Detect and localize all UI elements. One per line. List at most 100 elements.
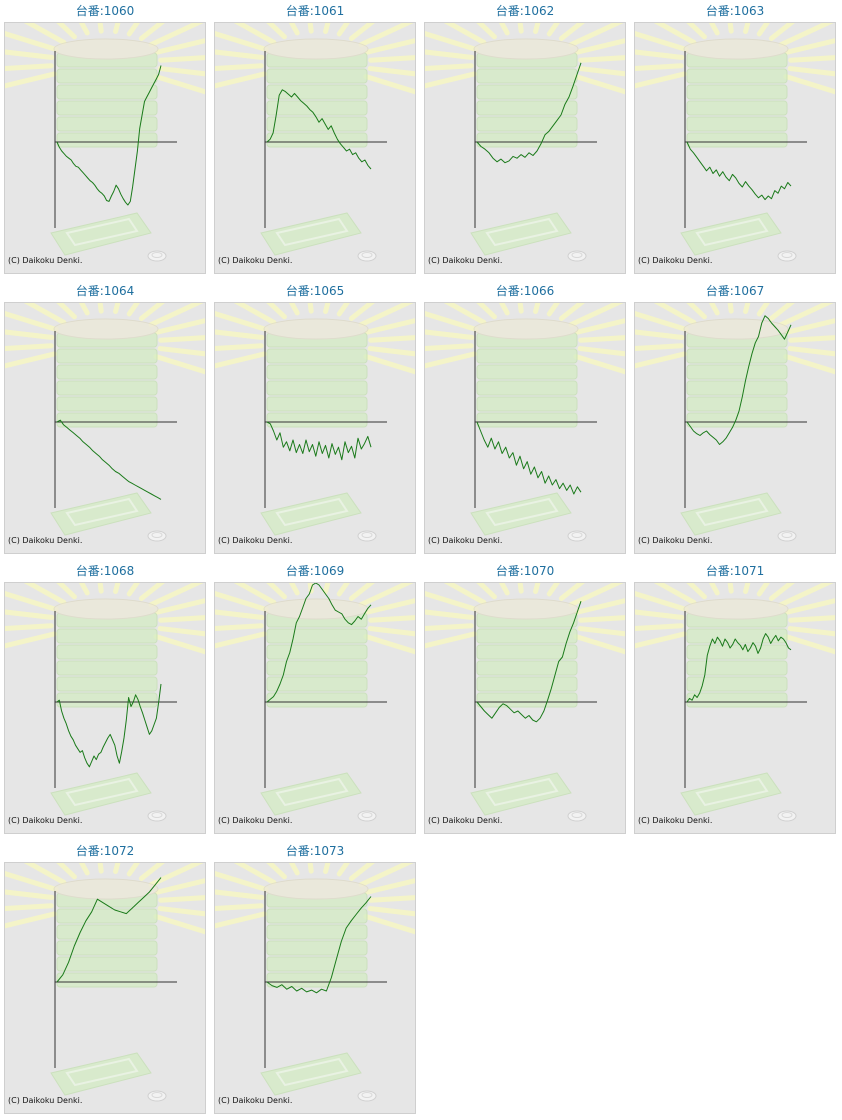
copyright-text: (C) Daikoku Denki.: [428, 536, 503, 545]
graph-panel: (C) Daikoku Denki.: [4, 582, 206, 834]
series-line: [266, 89, 372, 170]
graph-panel: (C) Daikoku Denki.: [634, 22, 836, 274]
machine-graph-cell: 台番:1064 (C) Daikoku Denki.: [0, 280, 210, 560]
bonus-tray-illustration: [680, 212, 782, 256]
graph-panel: (C) Daikoku Denki.: [4, 862, 206, 1114]
series-line: [476, 62, 582, 164]
payout-graph: [215, 303, 415, 542]
copyright-text: (C) Daikoku Denki.: [428, 816, 503, 825]
stacked-trays-illustration: [473, 318, 579, 428]
stacked-trays-illustration: [53, 38, 159, 148]
sunburst-rays: [215, 23, 415, 95]
coin-icon: [567, 810, 587, 822]
stacked-trays-illustration: [263, 598, 369, 708]
graph-panel: (C) Daikoku Denki.: [4, 22, 206, 274]
copyright-text: (C) Daikoku Denki.: [8, 536, 83, 545]
machine-graph-cell: 台番:1071 (C) Daikoku Denki.: [630, 560, 840, 840]
payout-graph: [215, 863, 415, 1102]
copyright-text: (C) Daikoku Denki.: [8, 816, 83, 825]
graph-panel: (C) Daikoku Denki.: [214, 582, 416, 834]
bonus-tray-illustration: [50, 212, 152, 256]
machine-number-title: 台番:1073: [285, 844, 345, 858]
bonus-tray-illustration: [680, 772, 782, 816]
machine-number-title: 台番:1069: [285, 564, 345, 578]
payout-graph: [425, 583, 625, 822]
coin-icon: [147, 810, 167, 822]
coin-icon: [357, 1090, 377, 1102]
coin-icon: [567, 530, 587, 542]
machine-graph-cell: 台番:1063 (C) Daikoku Denki.: [630, 0, 840, 280]
machine-number-title: 台番:1064: [75, 284, 135, 298]
payout-graph: [635, 583, 835, 822]
machine-graph-cell: 台番:1070 (C) Daikoku Denki.: [420, 560, 630, 840]
stacked-trays-illustration: [263, 878, 369, 988]
bonus-tray-illustration: [680, 492, 782, 536]
coin-icon: [147, 250, 167, 262]
copyright-text: (C) Daikoku Denki.: [638, 536, 713, 545]
coin-icon: [777, 250, 797, 262]
copyright-text: (C) Daikoku Denki.: [218, 536, 293, 545]
series-line: [686, 141, 792, 201]
sunburst-rays: [5, 23, 205, 95]
machine-number-title: 台番:1068: [75, 564, 135, 578]
series-line: [476, 421, 582, 495]
stacked-trays-illustration: [263, 318, 369, 428]
sunburst-rays: [425, 583, 625, 655]
payout-graph: [5, 863, 205, 1102]
graph-panel: (C) Daikoku Denki.: [424, 302, 626, 554]
series-line: [686, 633, 792, 703]
copyright-text: (C) Daikoku Denki.: [8, 256, 83, 265]
sunburst-rays: [5, 303, 205, 375]
graph-panel: (C) Daikoku Denki.: [424, 22, 626, 274]
machine-number-title: 台番:1065: [285, 284, 345, 298]
coin-icon: [357, 250, 377, 262]
copyright-text: (C) Daikoku Denki.: [218, 816, 293, 825]
copyright-text: (C) Daikoku Denki.: [218, 256, 293, 265]
machine-graph-cell: 台番:1067 (C) Daikoku Denki.: [630, 280, 840, 560]
bonus-tray-illustration: [470, 212, 572, 256]
graph-panel: (C) Daikoku Denki.: [214, 302, 416, 554]
bonus-tray-illustration: [260, 492, 362, 536]
coin-icon: [777, 810, 797, 822]
coin-icon: [777, 530, 797, 542]
bonus-tray-illustration: [50, 1052, 152, 1096]
coin-icon: [357, 810, 377, 822]
copyright-text: (C) Daikoku Denki.: [638, 256, 713, 265]
coin-icon: [147, 1090, 167, 1102]
series-line: [266, 583, 372, 703]
machine-number-title: 台番:1061: [285, 4, 345, 18]
series-line: [266, 896, 372, 994]
coin-icon: [567, 250, 587, 262]
payout-graph: [5, 23, 205, 262]
machine-graph-cell: 台番:1061 (C) Daikoku Denki.: [210, 0, 420, 280]
series-line: [266, 421, 372, 461]
bonus-tray-illustration: [50, 772, 152, 816]
machine-number-title: 台番:1070: [495, 564, 555, 578]
machine-number-title: 台番:1060: [75, 4, 135, 18]
machine-graph-cell: 台番:1073 (C) Daikoku Denki.: [210, 840, 420, 1120]
coin-icon: [147, 530, 167, 542]
payout-graph: [215, 23, 415, 262]
machine-graph-cell: 台番:1072 (C) Daikoku Denki.: [0, 840, 210, 1120]
stacked-trays-illustration: [473, 598, 579, 708]
payout-graph: [635, 23, 835, 262]
bonus-tray-illustration: [50, 492, 152, 536]
coin-icon: [357, 530, 377, 542]
machine-graph-cell: 台番:1066 (C) Daikoku Denki.: [420, 280, 630, 560]
stacked-trays-illustration: [53, 878, 159, 988]
series-line: [56, 419, 162, 500]
payout-graph: [425, 303, 625, 542]
machine-number-title: 台番:1066: [495, 284, 555, 298]
machine-number-title: 台番:1062: [495, 4, 555, 18]
bonus-tray-illustration: [260, 212, 362, 256]
stacked-trays-illustration: [683, 38, 789, 148]
machine-graph-cell: 台番:1062 (C) Daikoku Denki.: [420, 0, 630, 280]
stacked-trays-illustration: [53, 318, 159, 428]
bonus-tray-illustration: [470, 772, 572, 816]
sunburst-rays: [215, 303, 415, 375]
sunburst-rays: [425, 23, 625, 95]
graph-panel: (C) Daikoku Denki.: [424, 582, 626, 834]
machine-graph-cell: 台番:1068 (C) Daikoku Denki.: [0, 560, 210, 840]
series-line: [686, 315, 792, 445]
